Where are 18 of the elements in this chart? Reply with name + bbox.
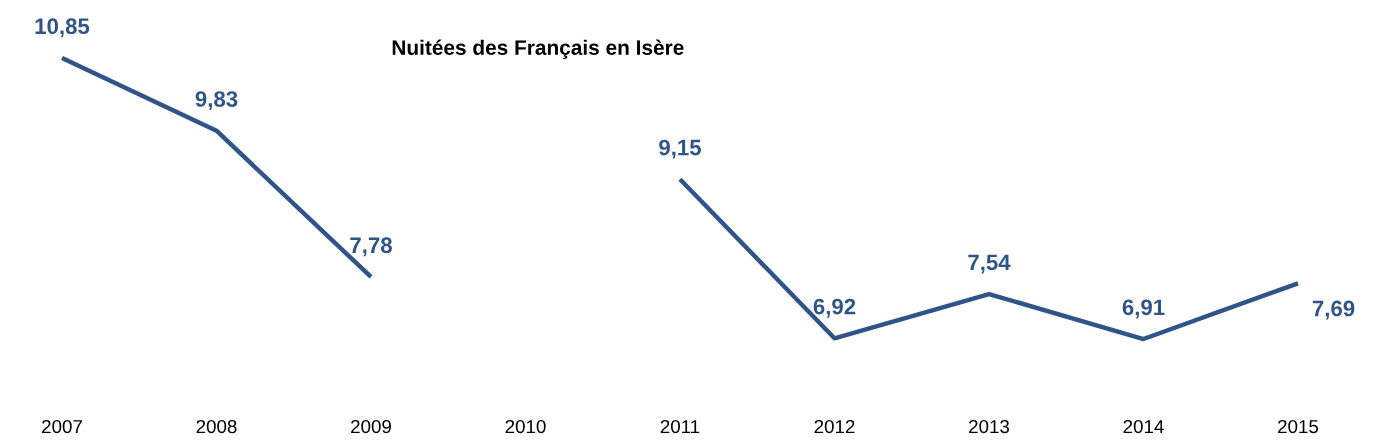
x-tick-label: 2012 <box>814 419 855 434</box>
x-tick-label: 2014 <box>1123 419 1164 434</box>
x-tick-label: 2010 <box>505 419 546 434</box>
data-label: 10,85 <box>35 18 90 38</box>
data-label: 6,92 <box>813 298 856 318</box>
data-label: 6,91 <box>1122 299 1165 319</box>
data-label: 9,83 <box>195 91 238 111</box>
x-tick-label: 2007 <box>42 419 82 434</box>
x-tick-label: 2013 <box>969 419 1010 434</box>
chart-title: Nuitées des Français en Isère <box>392 39 684 60</box>
x-tick-label: 2008 <box>196 419 237 434</box>
data-label: 9,15 <box>659 139 702 159</box>
x-tick-label: 2009 <box>351 419 391 434</box>
x-tick-label: 2015 <box>1278 419 1319 434</box>
data-label: 7,78 <box>350 237 392 257</box>
x-tick-label: 2011 <box>660 419 700 434</box>
data-label: 7,69 <box>1312 300 1355 320</box>
data-label: 7,54 <box>968 254 1011 274</box>
